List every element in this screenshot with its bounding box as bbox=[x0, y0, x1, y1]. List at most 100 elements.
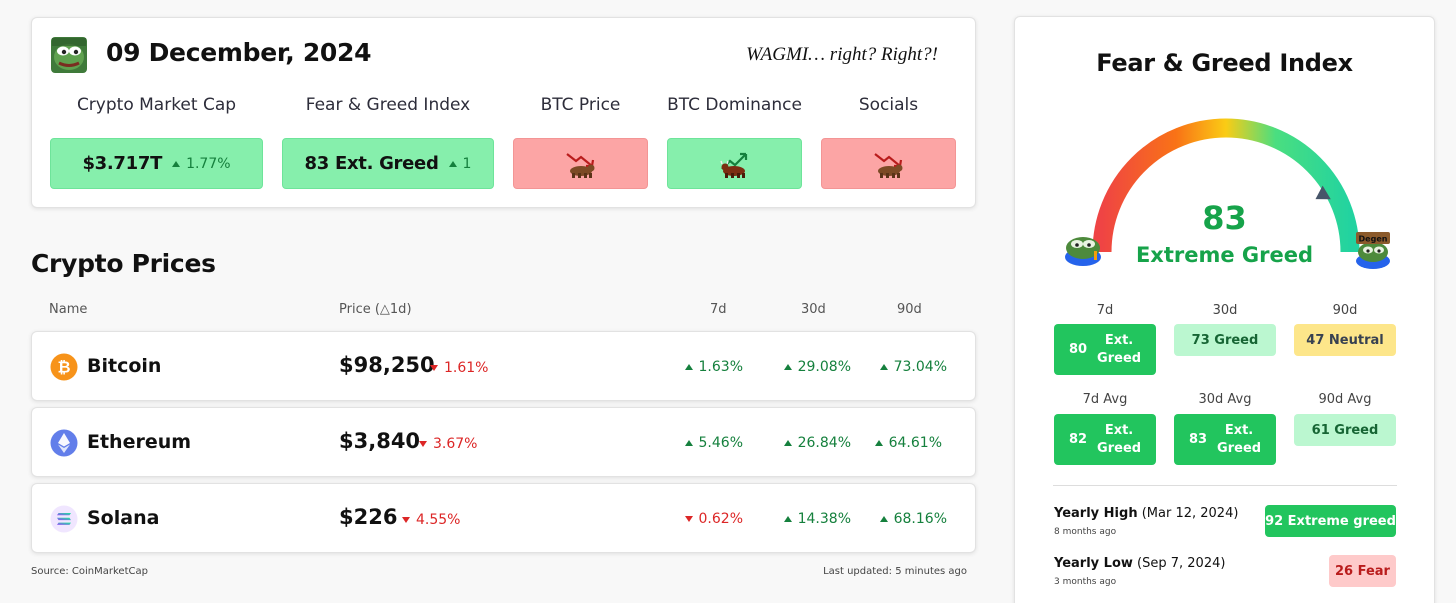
yearly-high-label: Yearly High (Mar 12, 2024) bbox=[1054, 506, 1238, 521]
market-cap-box: $3.717T 1.77% bbox=[50, 138, 263, 189]
bull-icon bbox=[719, 152, 747, 178]
history-label-30d: 30d bbox=[1212, 303, 1238, 318]
yearly-low-ago: 3 months ago bbox=[1054, 577, 1117, 587]
average-label-90d: 90d Avg bbox=[1318, 392, 1372, 407]
average-chip-7d-text: Ext. Greed bbox=[1097, 422, 1142, 456]
yearly-high-ago: 8 months ago bbox=[1054, 527, 1117, 537]
average-label-30d: 30d Avg bbox=[1198, 392, 1252, 407]
average-chip-7d-num: 82 bbox=[1068, 432, 1088, 447]
last-updated: Last updated: 5 minutes ago bbox=[823, 566, 967, 577]
average-label-7d: 7d Avg bbox=[1082, 392, 1128, 407]
prices-section-title: Crypto Prices bbox=[31, 249, 216, 278]
coin-name: Ethereum bbox=[87, 431, 192, 453]
column-header-90d: 90d bbox=[897, 302, 922, 317]
history-chip-7d-text: Ext. Greed bbox=[1097, 332, 1142, 366]
coin-change-7d-value: 0.62% bbox=[698, 511, 743, 527]
metric-title-socials: Socials bbox=[858, 95, 919, 115]
bitcoin-icon: ₿ bbox=[50, 353, 78, 381]
average-chip-7d: 82 Ext. Greed bbox=[1054, 414, 1156, 465]
coin-change-1d-value: 4.55% bbox=[416, 512, 461, 528]
arrow-up-icon bbox=[783, 364, 792, 370]
coin-price: $3,840 bbox=[339, 429, 421, 453]
metric-title-btc-price: BTC Price bbox=[540, 95, 621, 115]
average-chip-30d-num: 83 bbox=[1188, 432, 1208, 447]
market-cap-change: 1.77% bbox=[172, 155, 231, 172]
yearly-high-title: Yearly High bbox=[1054, 506, 1138, 521]
coin-row-ethereum[interactable]: Ethereum $3,840 3.67% 5.46% 26.84% 64.61… bbox=[31, 407, 976, 477]
average-chip-30d-text: Ext. Greed bbox=[1217, 422, 1262, 456]
arrow-up-icon bbox=[684, 440, 693, 446]
divider bbox=[1053, 485, 1397, 486]
arrow-down-icon bbox=[419, 441, 427, 447]
coin-change-7d: 0.62% bbox=[684, 511, 743, 527]
source-note: Source: CoinMarketCap bbox=[31, 566, 148, 577]
market-cap-value: $3.717T bbox=[82, 153, 163, 174]
bear-icon bbox=[565, 152, 594, 178]
metric-title-btc-dominance: BTC Dominance bbox=[667, 95, 802, 115]
sad-pepe-icon bbox=[1065, 237, 1101, 266]
arrow-up-icon bbox=[879, 516, 888, 522]
coin-change-1d-value: 3.67% bbox=[433, 436, 478, 452]
yearly-low-title: Yearly Low bbox=[1054, 556, 1133, 571]
coin-row-bitcoin[interactable]: ₿ Bitcoin $98,250 1.61% 1.63% 29.08% 73.… bbox=[31, 331, 976, 401]
arrow-up-icon bbox=[172, 160, 181, 167]
coin-change-1d: 1.61% bbox=[430, 360, 488, 376]
coin-change-90d: 68.16% bbox=[879, 511, 947, 527]
arrow-up-icon bbox=[448, 160, 457, 167]
arrow-up-icon bbox=[783, 516, 792, 522]
coin-change-30d-value: 29.08% bbox=[797, 359, 851, 375]
metric-title-fear-greed: Fear & Greed Index bbox=[305, 95, 471, 115]
coin-change-30d-value: 14.38% bbox=[797, 511, 851, 527]
coin-change-90d: 73.04% bbox=[879, 359, 947, 375]
market-summary-card: 09 December, 2024 WAGMI… right? Right?! … bbox=[31, 17, 976, 208]
header-tagline: WAGMI… right? Right?! bbox=[746, 44, 938, 65]
degen-pepe-icon: Degen bbox=[1356, 232, 1390, 269]
gauge-arc bbox=[1092, 118, 1360, 253]
pepe-logo-icon bbox=[51, 37, 87, 73]
coin-change-7d-value: 5.46% bbox=[698, 435, 743, 451]
yearly-low-date: (Sep 7, 2024) bbox=[1137, 556, 1226, 571]
coin-change-1d: 3.67% bbox=[419, 436, 477, 452]
coin-change-90d-value: 64.61% bbox=[888, 435, 942, 451]
history-label-90d: 90d bbox=[1332, 303, 1358, 318]
fear-greed-change-value: 1 bbox=[462, 155, 472, 172]
yearly-high-date: (Mar 12, 2024) bbox=[1141, 506, 1239, 521]
btc-price-box bbox=[513, 138, 648, 189]
fear-greed-title: Fear & Greed Index bbox=[1096, 49, 1353, 77]
degen-sign-label: Degen bbox=[1359, 235, 1388, 244]
coin-change-1d: 4.55% bbox=[402, 512, 460, 528]
header-date: 09 December, 2024 bbox=[106, 38, 372, 67]
arrow-down-icon bbox=[402, 517, 410, 523]
arrow-up-icon bbox=[874, 440, 883, 446]
arrow-down-icon bbox=[430, 365, 438, 371]
metric-title-market-cap: Crypto Market Cap bbox=[76, 95, 237, 115]
average-chip-90d: 61 Greed bbox=[1294, 414, 1396, 446]
coin-price: $98,250 bbox=[339, 353, 435, 377]
column-header-30d: 30d bbox=[801, 302, 826, 317]
coin-change-7d-value: 1.63% bbox=[698, 359, 743, 375]
coin-change-30d: 29.08% bbox=[783, 359, 851, 375]
column-header-name: Name bbox=[49, 302, 88, 317]
yearly-low-label: Yearly Low (Sep 7, 2024) bbox=[1054, 556, 1225, 571]
fear-greed-gauge: Degen bbox=[1065, 118, 1390, 269]
average-chip-30d: 83 Ext. Greed bbox=[1174, 414, 1276, 465]
gauge-pointer bbox=[1315, 185, 1331, 200]
svg-text:₿: ₿ bbox=[57, 358, 70, 377]
fear-greed-value: 83 Ext. Greed bbox=[304, 153, 439, 174]
gauge-label: Extreme Greed bbox=[1135, 243, 1314, 267]
coin-price: $226 bbox=[339, 505, 398, 529]
history-chip-7d-num: 80 bbox=[1068, 342, 1088, 357]
gauge-value: 83 bbox=[1202, 199, 1247, 237]
market-cap-change-value: 1.77% bbox=[186, 155, 231, 172]
history-chip-30d: 73 Greed bbox=[1174, 324, 1276, 356]
arrow-up-icon bbox=[879, 364, 888, 370]
coin-change-7d: 1.63% bbox=[684, 359, 743, 375]
coin-change-1d-value: 1.61% bbox=[444, 360, 489, 376]
coin-change-7d: 5.46% bbox=[684, 435, 743, 451]
coin-name: Bitcoin bbox=[87, 355, 162, 377]
coin-row-solana[interactable]: Solana $226 4.55% 0.62% 14.38% 68.16% bbox=[31, 483, 976, 553]
btc-dominance-box bbox=[667, 138, 802, 189]
column-header-7d: 7d bbox=[710, 302, 727, 317]
coin-change-30d-value: 26.84% bbox=[797, 435, 851, 451]
yearly-high-badge: 92 Extreme greed bbox=[1265, 505, 1396, 537]
